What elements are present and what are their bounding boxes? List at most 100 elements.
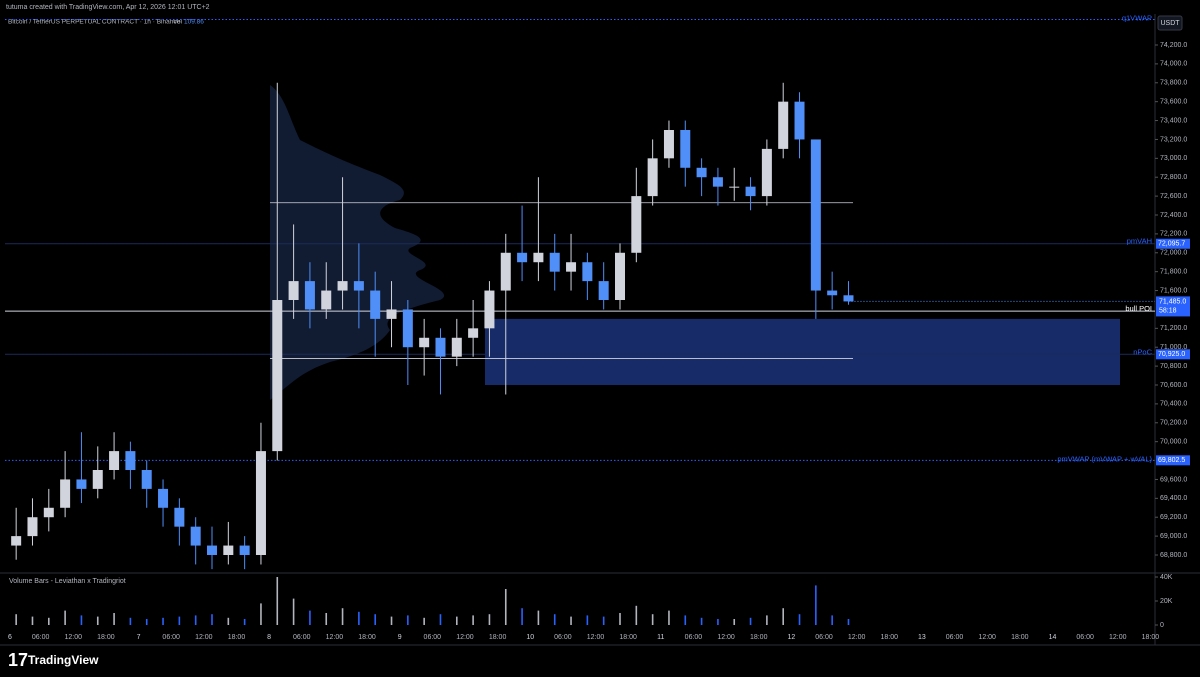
x-tick-label: 06:00 [815,634,833,641]
countdown: 58:18 [1159,307,1177,314]
candle-body [109,451,120,470]
candle-body [533,252,544,263]
x-tick-label: 12:00 [1109,634,1127,641]
candle-body [11,536,22,546]
candle-body [549,252,560,272]
candle-body [158,488,169,508]
volume-bar [815,585,817,625]
y-tick-label: 71,000.0 [1160,344,1187,351]
level-price-box [1156,238,1190,249]
vol-value: 109.86 [184,19,204,26]
level-price: 72,095.7 [1158,241,1185,248]
y-tick-label: 72,000.0 [1160,250,1187,257]
volume-bar [733,619,736,625]
candle-body [207,545,217,555]
x-tick-label: 12:00 [326,634,344,641]
x-tick-label: 6 [8,634,12,641]
x-tick-label: 18:00 [228,634,246,641]
volume-bar [619,613,621,625]
y-tick-label: 72,800.0 [1160,174,1187,181]
y-tick-label: 71,600.0 [1160,287,1187,294]
y-tick-label: 72,200.0 [1160,231,1187,238]
level-label: bull POI [1125,304,1152,313]
candle-body [304,281,315,310]
volume-bar [96,616,99,625]
poi-zone [485,318,1120,385]
x-tick-label: 06:00 [1076,634,1094,641]
volume-bar [178,616,181,625]
candle-body [141,470,152,489]
volume-bar [374,614,376,625]
volume-bar [325,613,328,625]
candle-body [402,309,413,348]
volume-bar [684,615,687,625]
volume-bar [423,617,425,625]
x-tick-label: 18:00 [489,634,507,641]
volume-bar [243,619,246,625]
level-label: nPoC [1133,347,1152,356]
last-price-box [1156,296,1190,317]
volume-bar [227,617,230,625]
x-tick-label: 18:00 [1011,634,1029,641]
volume-bar [831,615,833,625]
volume-bar [15,614,17,625]
volume-bar [390,616,393,625]
candle-body [468,328,479,338]
candle-body [647,158,658,197]
candle-body [337,281,348,291]
y-tick-label: 73,400.0 [1160,117,1187,124]
volume-bar [260,603,262,625]
x-tick-label: 18:00 [750,634,768,641]
volume-bar [439,614,442,625]
x-tick-label: 06:00 [424,634,442,641]
candle-body [288,281,299,300]
y-tick-label: 70,200.0 [1160,420,1187,427]
volume-bar [635,605,638,625]
x-tick-label: 12:00 [587,634,605,641]
volume-bar [31,616,34,625]
candle-body [451,337,462,357]
volume-bar [798,614,801,625]
candle-body [174,507,185,527]
volume-bar [570,616,572,625]
candle-body [321,290,332,310]
volume-bar [162,617,164,625]
y-tick-label: 69,600.0 [1160,476,1187,483]
x-tick-label: 06:00 [554,634,572,641]
x-tick-label: 7 [137,634,141,641]
candle-body [663,130,674,159]
candle-body [631,196,642,253]
candle-body [712,177,723,187]
volume-title: Volume Bars - Leviathan x Tradingriot [9,578,126,585]
symbol: Bitcoin / TetherUS PERPETUAL CONTRACT · … [8,19,181,26]
candle-body [255,451,266,555]
candle-body [745,186,756,197]
x-tick-label: 18:00 [1142,634,1160,641]
y-tick-label: 70,000.0 [1160,439,1187,446]
candle-body [370,290,381,319]
volume-bar [64,610,66,625]
candle-body [615,252,625,300]
y-tick-label: 73,000.0 [1160,155,1187,162]
candle-body [272,300,283,452]
volume-bar [358,611,360,625]
currency-box[interactable] [1157,15,1183,31]
candle-body [582,262,593,282]
candle-body [386,309,397,319]
volume-bar [749,617,752,625]
y-tick-label: 69,200.0 [1160,514,1187,521]
candle-body [761,148,772,197]
brand: TradingView [28,653,99,667]
y-tick-label: 73,800.0 [1160,80,1187,87]
candle-body [794,101,805,140]
x-tick-label: 12:00 [978,634,996,641]
y-tick-label: 70,600.0 [1160,382,1187,389]
logo: 17 [8,650,28,670]
candle-body [696,167,707,178]
volume-bar [456,616,458,625]
volume-bar [521,608,523,625]
credit: tutuma created with TradingView.com, Apr… [6,4,210,11]
currency[interactable]: USDT [1160,20,1180,27]
volume-bar [504,589,507,625]
